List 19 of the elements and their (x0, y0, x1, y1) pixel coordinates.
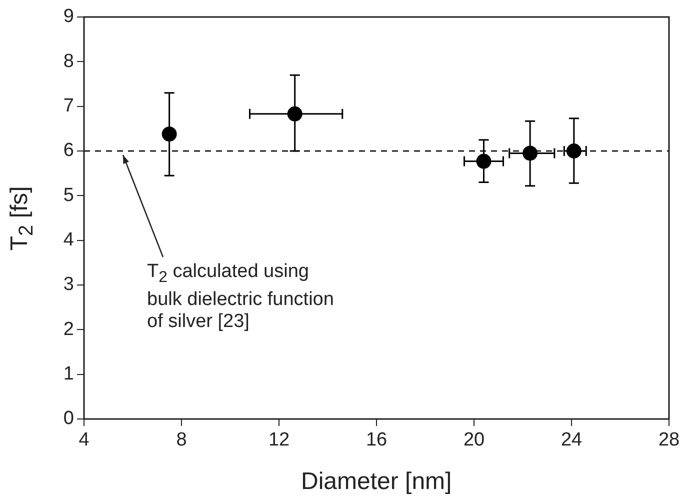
y-tick-label: 2 (63, 318, 74, 340)
y-tick-label: 5 (63, 184, 74, 206)
y-tick-label: 7 (63, 96, 74, 117)
y-tick-label: 8 (63, 50, 74, 72)
x-tick-label: 24 (560, 430, 582, 451)
y-tick-label: 4 (63, 230, 74, 251)
y-tick-label: 6 (63, 140, 74, 162)
y-tick-label: 0 (63, 408, 74, 430)
x-tick-label: 20 (463, 430, 485, 451)
x-tick-label: 28 (658, 430, 680, 451)
annotation: T$_{2}$ calculated using bulk dielectric function of silver [23] (147, 261, 335, 334)
x-tick-label: 4 (78, 430, 90, 451)
y-tick-label: 1 (63, 364, 74, 385)
x-tick-label: 12 (268, 430, 290, 451)
x-tick-label: 16 (366, 430, 388, 451)
y-tick-label: 9 (63, 6, 74, 28)
y-tick-label: 3 (63, 274, 74, 296)
x-axis-title: Diameter [nm] (301, 468, 452, 496)
x-tick-label: 8 (176, 430, 187, 451)
